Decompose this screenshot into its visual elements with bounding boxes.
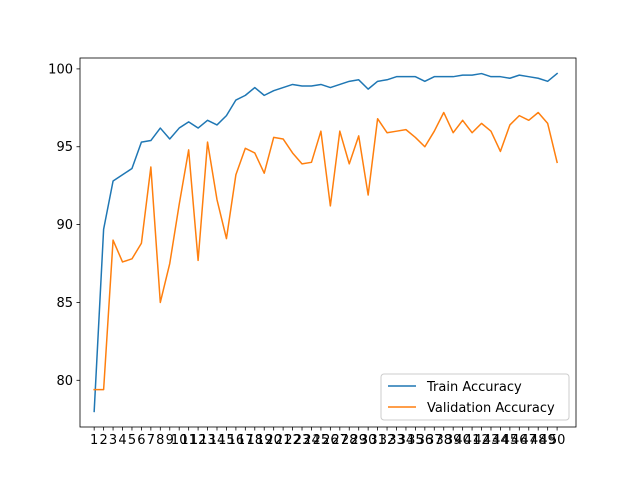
x-tick-label: 50 (549, 433, 566, 448)
x-tick-label: 2 (99, 433, 107, 448)
y-tick-label: 85 (56, 296, 73, 311)
x-tick-label: 44 (492, 433, 509, 448)
x-tick-label: 23 (294, 433, 311, 448)
x-tick-label: 10 (171, 433, 188, 448)
series-line-train (93, 72, 559, 413)
x-axis-ticks: 1 2 3 4 5 6 7 8 91011121314151617181920212223242… (90, 427, 565, 448)
x-tick-label: 32 (379, 433, 396, 448)
x-tick-label: 25 (313, 433, 330, 448)
x-tick-label: 26 (322, 433, 339, 448)
x-tick-label: 6 (137, 433, 145, 448)
x-tick-label: 14 (209, 433, 226, 448)
x-tick-label: 15 (218, 433, 235, 448)
x-tick-label: 41 (464, 433, 481, 448)
x-tick-label: 3 (109, 433, 117, 448)
x-tick-label: 12 (190, 433, 207, 448)
x-tick-label: 37 (426, 433, 443, 448)
x-tick-label: 46 (511, 433, 528, 448)
legend-label-train: Train Accuracy (426, 380, 522, 395)
x-tick-label: 17 (237, 433, 254, 448)
x-tick-label: 35 (407, 433, 424, 448)
y-tick-label: 95 (56, 140, 73, 155)
legend-box (380, 373, 570, 421)
x-tick-label: 16 (228, 433, 245, 448)
plot-area-frame (79, 57, 577, 428)
x-tick-label: 7 (147, 433, 155, 448)
x-tick-label: 38 (435, 433, 452, 448)
legend: Train Accuracy Validation Accuracy (380, 373, 570, 421)
x-tick-label: 24 (303, 433, 320, 448)
y-tick-label: 90 (56, 218, 73, 233)
x-tick-label: 43 (483, 433, 500, 448)
plot-lines (93, 72, 559, 413)
x-tick-label: 18 (247, 433, 264, 448)
x-tick-label: 21 (275, 433, 292, 448)
legend-label-validation: Validation Accuracy (427, 401, 555, 416)
y-tick-label: 100 (48, 62, 73, 77)
x-tick-label: 29 (350, 433, 367, 448)
x-tick-label: 30 (360, 433, 377, 448)
x-tick-label: 4 (118, 433, 126, 448)
y-axis-ticks: 80 85 90 95 100 (48, 62, 80, 389)
x-tick-label: 1 (90, 433, 98, 448)
x-tick-label: 9 (166, 433, 174, 448)
x-tick-label: 48 (530, 433, 547, 448)
x-tick-label: 39 (445, 433, 462, 448)
x-tick-label: 47 (520, 433, 537, 448)
x-tick-label: 42 (473, 433, 490, 448)
x-tick-label: 20 (265, 433, 282, 448)
x-tick-label: 36 (417, 433, 434, 448)
x-tick-label: 40 (454, 433, 471, 448)
x-tick-label: 11 (180, 433, 197, 448)
x-tick-label: 22 (284, 433, 301, 448)
x-tick-label: 19 (256, 433, 273, 448)
x-tick-label: 45 (502, 433, 519, 448)
y-tick-label: 80 (56, 374, 73, 389)
x-tick-label: 33 (388, 433, 405, 448)
x-tick-label: 27 (332, 433, 349, 448)
x-tick-label: 8 (156, 433, 164, 448)
x-tick-label: 28 (341, 433, 358, 448)
series-line-validation (93, 111, 559, 391)
x-tick-label: 34 (398, 433, 415, 448)
x-tick-label: 31 (369, 433, 386, 448)
x-tick-label: 5 (128, 433, 136, 448)
x-tick-label: 49 (539, 433, 556, 448)
x-tick-label: 13 (199, 433, 216, 448)
